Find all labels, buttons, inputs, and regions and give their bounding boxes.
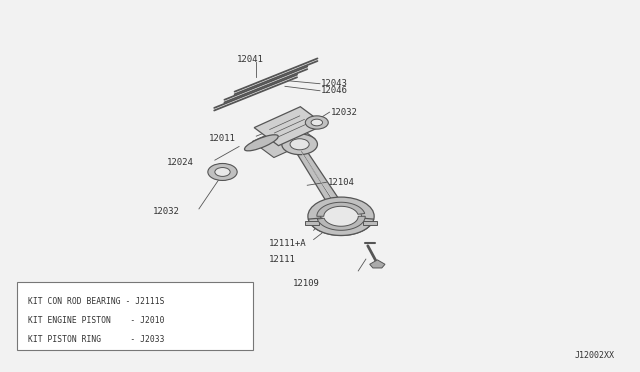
- Polygon shape: [254, 107, 324, 146]
- Text: 12109: 12109: [293, 279, 320, 288]
- Text: J12002XX: J12002XX: [575, 350, 615, 359]
- Text: 12041: 12041: [237, 55, 264, 64]
- Polygon shape: [370, 260, 385, 268]
- Text: 12046: 12046: [321, 86, 348, 95]
- Polygon shape: [252, 123, 315, 157]
- Text: 12032: 12032: [153, 206, 180, 216]
- Circle shape: [208, 163, 237, 180]
- Text: 12104: 12104: [328, 178, 355, 187]
- Text: 12032: 12032: [331, 108, 358, 117]
- Circle shape: [311, 119, 323, 126]
- Polygon shape: [305, 221, 319, 225]
- Circle shape: [282, 134, 317, 155]
- FancyBboxPatch shape: [17, 282, 253, 350]
- Text: 12011: 12011: [209, 134, 236, 143]
- Text: 12043: 12043: [321, 79, 348, 88]
- Circle shape: [321, 205, 362, 228]
- Text: 12024: 12024: [167, 158, 194, 167]
- Ellipse shape: [244, 135, 278, 151]
- Polygon shape: [317, 202, 365, 216]
- Text: 12111+A: 12111+A: [269, 240, 307, 248]
- Polygon shape: [296, 152, 346, 209]
- Polygon shape: [308, 218, 374, 235]
- Text: KIT CON ROD BEARING - J2111S: KIT CON ROD BEARING - J2111S: [28, 297, 164, 306]
- Circle shape: [215, 167, 230, 176]
- Circle shape: [305, 116, 328, 129]
- Text: 12111: 12111: [269, 255, 296, 264]
- Circle shape: [290, 139, 309, 150]
- Text: KIT ENGINE PISTON    - J2010: KIT ENGINE PISTON - J2010: [28, 316, 164, 325]
- Polygon shape: [317, 216, 365, 230]
- Text: KIT PISTON RING      - J2033: KIT PISTON RING - J2033: [28, 335, 164, 344]
- Polygon shape: [363, 221, 377, 225]
- Circle shape: [308, 197, 374, 235]
